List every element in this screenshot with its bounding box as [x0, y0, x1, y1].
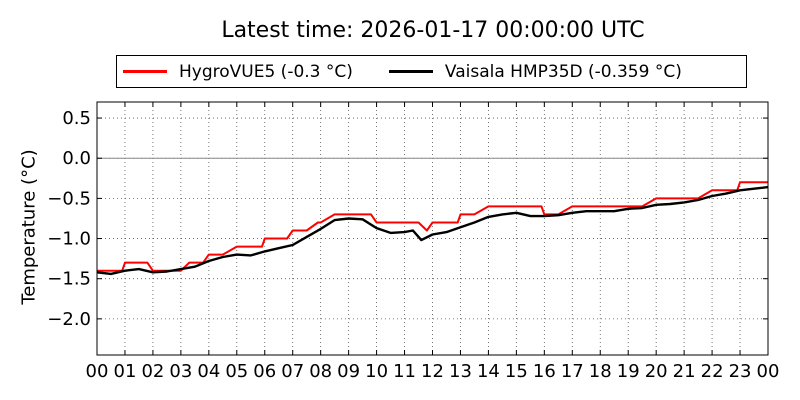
x-tick-label: 12 [421, 361, 444, 382]
series-layer [96, 181, 769, 276]
x-tick-label: 02 [141, 361, 164, 382]
x-tick-label: 13 [449, 361, 472, 382]
series-line-vaisala [96, 185, 769, 276]
series-line-hygrovue5 [97, 181, 768, 272]
x-tick-label: 09 [337, 361, 360, 382]
x-tick-label: 04 [197, 361, 220, 382]
x-tick-label: 16 [533, 361, 556, 382]
legend: HygroVUE5 (-0.3 °C) Vaisala HMP35D (-0.3… [116, 55, 747, 88]
x-tick-label: 18 [589, 361, 612, 382]
x-tick-label: 00 [757, 361, 780, 382]
grid [97, 102, 768, 355]
legend-swatch-vaisala [388, 70, 433, 73]
x-tick-label: 19 [617, 361, 640, 382]
x-tick-label: 11 [393, 361, 416, 382]
plot-frame [96, 101, 769, 356]
y-tick-label: −0.5 [47, 188, 91, 209]
x-tick-label: 21 [673, 361, 696, 382]
y-axis: 0.5 0.0 −0.5 −1.0 −1.5 −2.0 [47, 108, 768, 330]
legend-item-hygrovue5: HygroVUE5 (-0.3 °C) [123, 62, 353, 82]
x-tick-label: 08 [309, 361, 332, 382]
y-tick-label: 0.5 [62, 108, 91, 129]
x-tick-label: 23 [729, 361, 752, 382]
x-tick-label: 01 [114, 361, 137, 382]
y-tick-label: −1.5 [47, 269, 91, 290]
legend-item-vaisala: Vaisala HMP35D (-0.359 °C) [388, 61, 682, 82]
x-tick-label: 00 [86, 361, 109, 382]
x-tick-label: 22 [701, 361, 724, 382]
chart-title: Latest time: 2026-01-17 00:00:00 UTC [221, 18, 645, 43]
x-axis: 00 01 02 03 04 05 06 07 08 09 10 11 12 13 14 15 16 17 18 19… [86, 102, 780, 382]
legend-label-hygrovue5: HygroVUE5 (-0.3 °C) [179, 61, 353, 82]
x-tick-label: 10 [365, 361, 388, 382]
x-tick-label: 17 [561, 361, 584, 382]
y-tick-label: 0.0 [62, 148, 91, 169]
legend-swatch-hygrovue5 [123, 70, 167, 73]
x-tick-label: 14 [477, 361, 500, 382]
y-tick-label: −1.0 [47, 229, 91, 250]
x-tick-label: 20 [645, 361, 668, 382]
x-tick-label: 05 [225, 361, 248, 382]
x-tick-label: 15 [505, 361, 528, 382]
x-tick-label: 03 [169, 361, 192, 382]
y-tick-label: −2.0 [47, 309, 91, 330]
x-tick-label: 06 [253, 361, 276, 382]
x-tick-label: 07 [281, 361, 304, 382]
legend-label-vaisala: Vaisala HMP35D (-0.359 °C) [444, 61, 682, 82]
